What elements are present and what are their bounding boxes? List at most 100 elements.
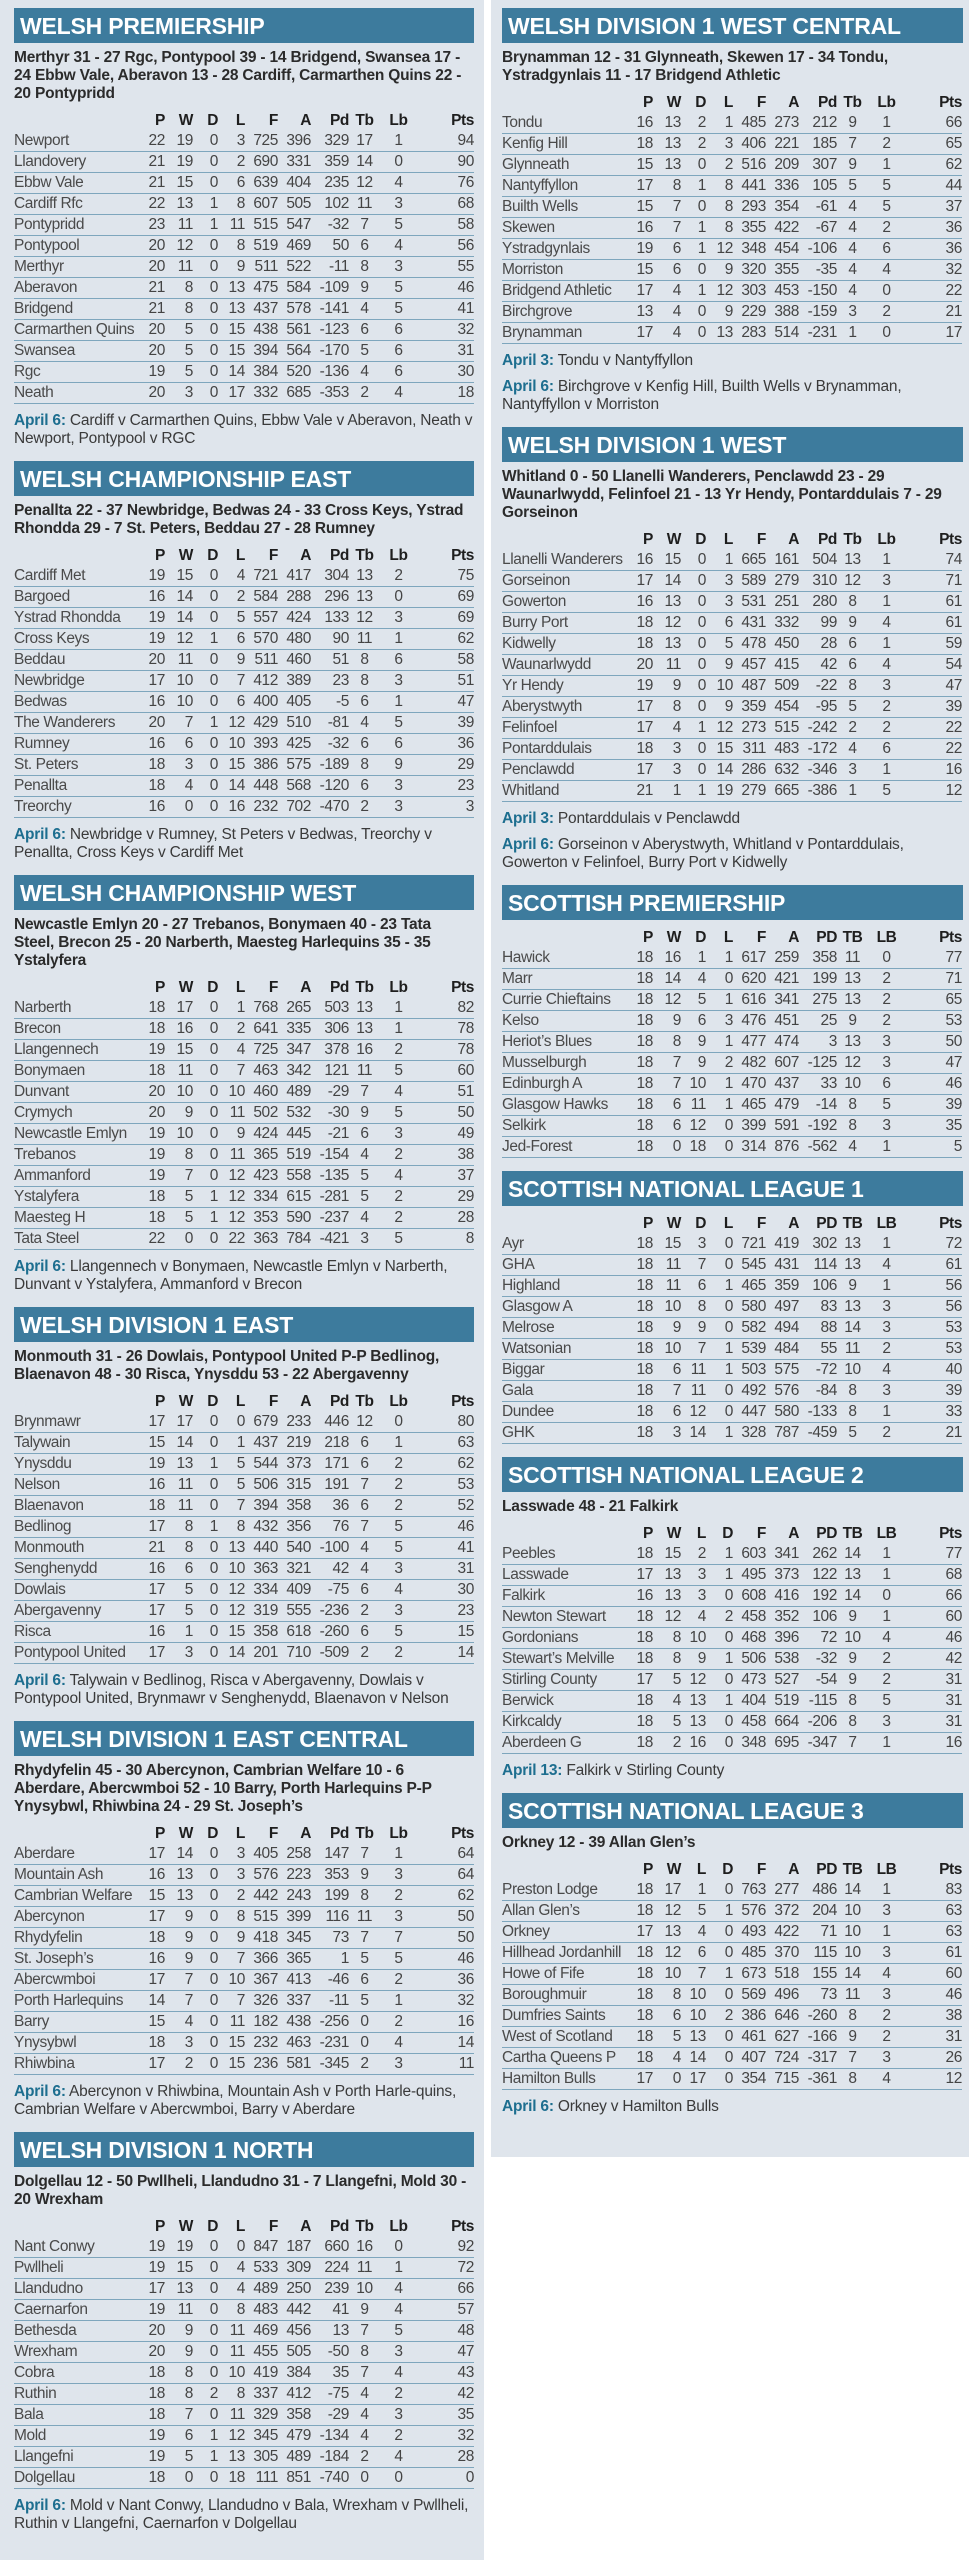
column-header-w: W — [178, 1393, 194, 1410]
stat-p: 18 — [148, 1020, 166, 1037]
stat-d: 0 — [697, 614, 707, 631]
table-header-row: P W L D F A PD TB LB Pts — [502, 1524, 962, 1544]
stat-lb: 1 — [882, 1566, 891, 1583]
stat-w: 8 — [184, 1518, 194, 1535]
column-header-pts: Pts — [939, 1215, 962, 1232]
stat-d: 1 — [697, 177, 707, 194]
stat-pd: -84 — [815, 1382, 838, 1399]
table-header-row: P W D L F A PD TB LB Pts — [502, 1214, 962, 1234]
table-row: Brecon 18 16 0 2 641 335 306 13 1 78 — [14, 1019, 474, 1040]
stat-w: 17 — [176, 1413, 194, 1430]
fixtures: April 6: Newbridge v Rumney, St Peters v… — [14, 826, 474, 862]
stat-pd: -281 — [319, 1188, 350, 1205]
stat-l: 0 — [724, 1319, 734, 1336]
stat-w: 14 — [176, 1434, 194, 1451]
column-header-d: D — [207, 547, 218, 564]
stat-p: 18 — [148, 999, 166, 1016]
stat-p: 15 — [148, 1434, 166, 1451]
stat-tb: 14 — [356, 153, 373, 170]
stat-l: 8 — [724, 219, 734, 236]
stat-w: 13 — [664, 1566, 682, 1583]
stat-lb: 3 — [882, 1298, 891, 1315]
stat-d: 0 — [209, 777, 219, 794]
stat-w: 7 — [672, 1382, 682, 1399]
stat-d: 0 — [209, 1062, 219, 1079]
stat-f: 328 — [741, 1424, 766, 1441]
stat-d: 0 — [209, 363, 219, 380]
stat-p: 16 — [148, 588, 166, 605]
stat-p: 20 — [148, 237, 166, 254]
fixture-date: April 6: — [502, 2098, 554, 2115]
stat-w: 4 — [672, 303, 682, 320]
stat-pd: -35 — [815, 261, 838, 278]
column-header-d: D — [207, 1393, 218, 1410]
table-row: Berwick 18 4 13 1 404 519 -115 8 5 31 — [502, 1691, 962, 1712]
stat-l: 19 — [716, 782, 734, 799]
table-row: Caernarfon 19 11 0 8 483 442 41 9 4 57 — [14, 2300, 474, 2321]
team-name: Llangennech — [14, 1041, 99, 1058]
stat-w: 14 — [176, 609, 194, 626]
stat-a: 388 — [774, 303, 799, 320]
team-name: Dowlais — [14, 1581, 66, 1598]
stat-tb: 9 — [848, 2028, 857, 2045]
stat-d: 0 — [209, 693, 219, 710]
stat-tb: 0 — [360, 2469, 369, 2486]
table-row: Beddau 20 11 0 9 511 460 51 8 6 58 — [14, 650, 474, 671]
stat-d: 0 — [724, 1671, 734, 1688]
stat-w: 5 — [184, 1188, 194, 1205]
stat-d: 2 — [209, 2385, 219, 2402]
stat-f: 407 — [741, 2049, 766, 2066]
stat-tb: 3 — [360, 1230, 369, 1247]
table-row: The Wanderers 20 7 1 12 429 510 -81 4 5 39 — [14, 713, 474, 734]
stat-d: 2 — [724, 1608, 734, 1625]
stat-pd: -346 — [807, 761, 838, 778]
stat-p: 18 — [636, 1033, 654, 1050]
stat-f: 447 — [741, 1403, 766, 1420]
table-row: Aberdeen G 18 2 16 0 348 695 -347 7 1 16 — [502, 1733, 962, 1754]
stat-l: 3 — [236, 1845, 246, 1862]
stat-lb: 2 — [882, 219, 891, 236]
stat-tb: 4 — [848, 1138, 857, 1155]
stat-a: 561 — [286, 321, 311, 338]
stat-f: 493 — [741, 1923, 766, 1940]
standings-table: P W D L F A Pd Tb Lb Pts Cardiff Met 19 15 0 4 721 417 30… — [14, 546, 474, 818]
stat-l: 22 — [228, 1230, 246, 1247]
stat-l: 4 — [697, 1608, 707, 1625]
stat-d: 0 — [209, 1413, 219, 1430]
stat-tb: 7 — [360, 1929, 369, 1946]
stat-w: 3 — [672, 761, 682, 778]
stat-pts: 23 — [457, 1602, 475, 1619]
table-row: Llanelli Wanderers 16 15 0 1 665 161 504 13 1 74 — [502, 550, 962, 571]
stat-a: 396 — [774, 1629, 799, 1646]
stat-tb: 13 — [844, 991, 861, 1008]
match-results: Penallta 22 - 37 Newbridge, Bedwas 24 - … — [14, 502, 464, 537]
league-section: WELSH DIVISION 1 WEST Whitland 0 - 50 Lla… — [502, 427, 963, 872]
stat-a: 480 — [286, 630, 311, 647]
stat-pts: 35 — [945, 1117, 963, 1134]
stat-pd: -21 — [327, 1125, 350, 1142]
standings-table: P W D L F A Pd Tb Lb Pts Newport 22 19 0 3 725 396 329 17 1… — [14, 111, 474, 404]
column-header-tb: Tb — [355, 2218, 374, 2235]
stat-pts: 41 — [457, 1539, 475, 1556]
stat-w: 11 — [177, 1062, 194, 1079]
stat-pd: 41 — [332, 2301, 350, 2318]
stat-a: 489 — [286, 1083, 311, 1100]
stat-d: 0 — [209, 384, 219, 401]
stat-tb: 8 — [360, 651, 369, 668]
column-header-l: L — [235, 979, 245, 996]
stat-f: 607 — [253, 195, 278, 212]
team-name: Currie Chieftains — [502, 991, 611, 1008]
stat-p: 18 — [636, 1944, 654, 1961]
stat-pd: 114 — [813, 1256, 837, 1273]
stat-f: 506 — [253, 1476, 278, 1493]
stat-lb: 3 — [882, 1117, 891, 1134]
column-header-pts: Pts — [451, 1825, 474, 1842]
table-row: Abergavenny 17 5 0 12 319 555 -236 2 3 23 — [14, 1601, 474, 1622]
column-header-l: L — [235, 1825, 245, 1842]
column-header-f: F — [268, 2218, 278, 2235]
stat-f: 455 — [253, 2343, 278, 2360]
stat-a: 685 — [286, 384, 311, 401]
stat-p: 20 — [148, 2322, 166, 2339]
stat-l: 8 — [236, 2385, 246, 2402]
stat-w: 14 — [176, 1845, 194, 1862]
